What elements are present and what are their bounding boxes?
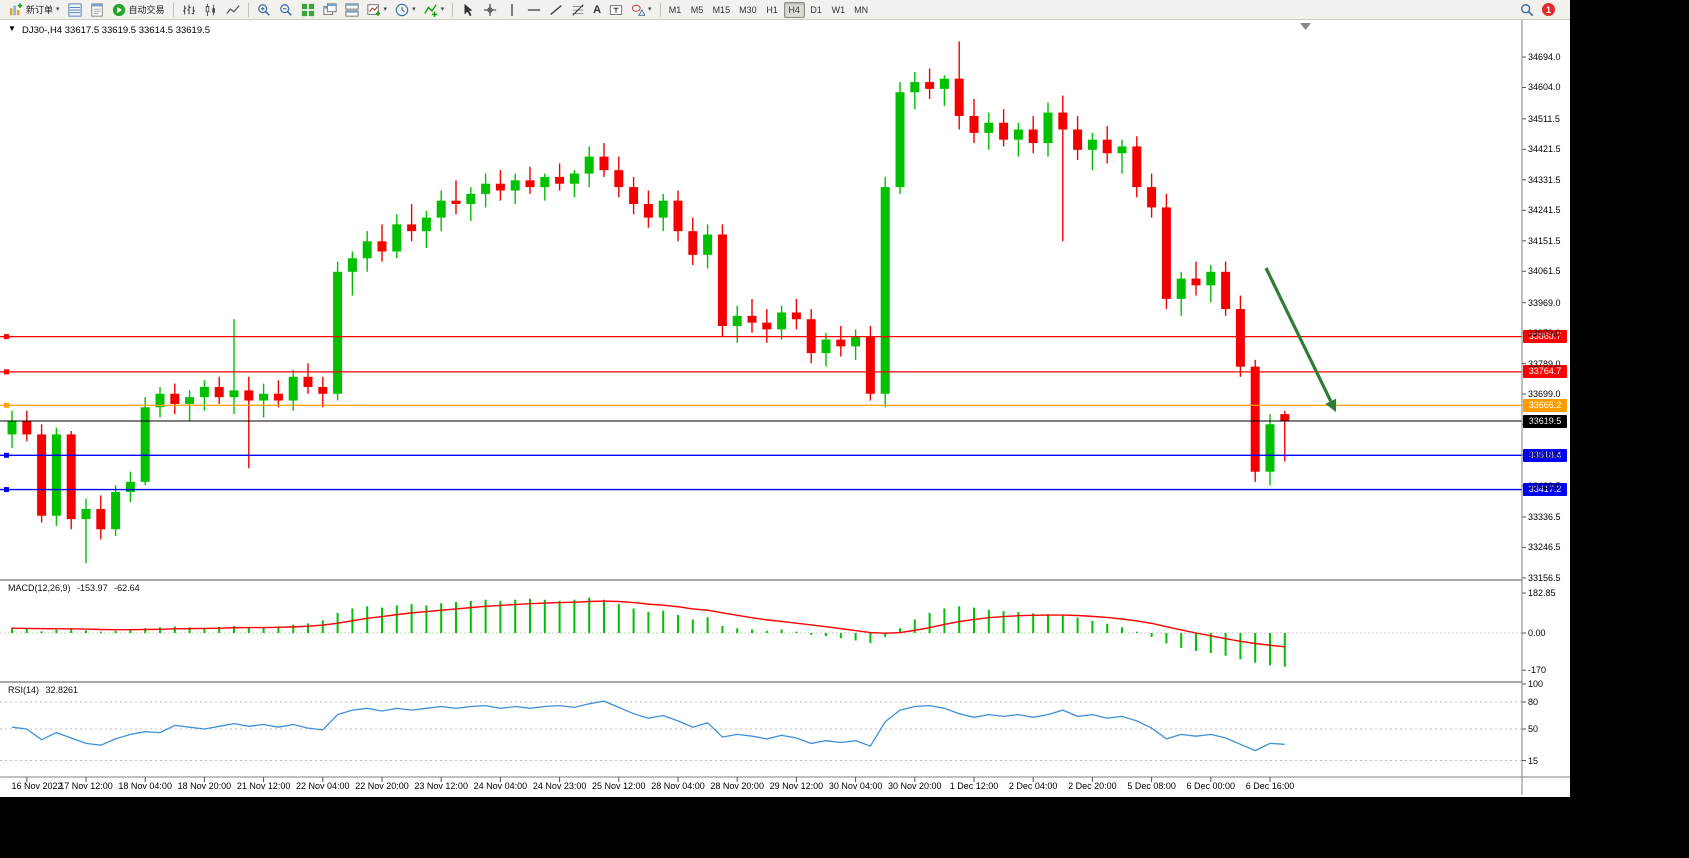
timeframe-button-m30[interactable]: M30 bbox=[739, 4, 757, 15]
chart-period-button[interactable]: ▾ bbox=[391, 1, 420, 19]
arrange-windows-icon bbox=[344, 2, 359, 17]
market-watch-icon bbox=[67, 2, 82, 17]
zoom-in-icon bbox=[257, 3, 270, 16]
new-order-label: 新订单 bbox=[26, 5, 54, 15]
fibonacci-icon bbox=[572, 3, 584, 16]
chart-plot-area[interactable] bbox=[0, 20, 1522, 579]
zoom-out-icon bbox=[279, 3, 292, 16]
macd-pane[interactable] bbox=[0, 583, 1522, 680]
timeframe-button-m5[interactable]: M5 bbox=[690, 4, 704, 15]
timeframe-toolbar: M1 M5 M15 M30 H1 H4 D1 W1 MN bbox=[665, 1, 873, 18]
auto-trading-button[interactable]: 自动交易 bbox=[108, 1, 169, 19]
search-icon[interactable] bbox=[1520, 3, 1534, 17]
time-axis[interactable] bbox=[0, 777, 1522, 797]
new-order-button[interactable]: 新订单 ▾ bbox=[5, 1, 64, 19]
bar-chart-button[interactable] bbox=[178, 1, 200, 19]
crosshair-button[interactable] bbox=[479, 1, 501, 19]
timeframe-button-m1[interactable]: M1 bbox=[668, 4, 682, 15]
new-chart-button[interactable]: ▾ bbox=[363, 1, 392, 19]
cascade-windows-icon bbox=[322, 2, 337, 15]
tile-windows-button[interactable] bbox=[297, 1, 319, 19]
horizontal-line-icon bbox=[527, 8, 541, 11]
vertical-line-icon bbox=[511, 3, 513, 16]
indicators-button[interactable]: ▾ bbox=[420, 1, 449, 19]
timeframe-button-h4[interactable]: H4 bbox=[783, 1, 805, 18]
notification-count: 1 bbox=[1545, 4, 1551, 15]
rsi-pane[interactable] bbox=[0, 684, 1522, 777]
candlestick-chart-button[interactable] bbox=[200, 1, 222, 19]
vertical-line-button[interactable] bbox=[501, 1, 523, 19]
toolbar-separator bbox=[172, 2, 174, 17]
notification-badge[interactable]: 1 bbox=[1542, 3, 1555, 16]
data-window-button[interactable] bbox=[86, 1, 108, 19]
new-chart-icon bbox=[366, 3, 380, 16]
chevron-down-icon: ▾ bbox=[56, 5, 60, 13]
chevron-down-icon: ▾ bbox=[648, 5, 652, 13]
data-window-icon bbox=[90, 2, 103, 17]
toolbar-separator bbox=[247, 2, 249, 17]
text-button[interactable]: A bbox=[589, 1, 605, 19]
text-label-icon bbox=[609, 4, 623, 15]
fibonacci-button[interactable] bbox=[567, 1, 589, 19]
cascade-windows-button[interactable] bbox=[319, 1, 341, 19]
trendline-icon bbox=[550, 4, 562, 15]
text-tool-icon: A bbox=[593, 3, 602, 16]
cursor-button[interactable] bbox=[457, 1, 479, 19]
chevron-down-icon: ▾ bbox=[440, 5, 445, 13]
tile-windows-icon bbox=[301, 3, 314, 16]
trendline-button[interactable] bbox=[545, 1, 567, 19]
arrange-windows-button[interactable] bbox=[341, 1, 363, 19]
price-axis[interactable] bbox=[1522, 20, 1570, 777]
text-label-button[interactable] bbox=[605, 1, 627, 19]
shapes-icon bbox=[631, 4, 646, 16]
auto-trading-icon bbox=[112, 3, 125, 16]
timeframe-button-mn[interactable]: MN bbox=[854, 4, 869, 15]
one-click-trading-toggle[interactable]: ▼ bbox=[8, 24, 16, 33]
market-watch-button[interactable] bbox=[64, 1, 86, 19]
timeframe-button-h1[interactable]: H1 bbox=[766, 4, 778, 15]
toolbar-separator bbox=[659, 2, 661, 17]
zoom-out-button[interactable] bbox=[275, 1, 297, 19]
line-chart-button[interactable] bbox=[222, 1, 244, 19]
toolbar-separator bbox=[452, 2, 454, 17]
timeframe-button-m15[interactable]: M15 bbox=[712, 4, 731, 15]
candlestick-chart-icon bbox=[205, 3, 215, 16]
crosshair-icon bbox=[483, 3, 497, 16]
clock-icon bbox=[395, 3, 409, 16]
toolbar-right-group: 1 bbox=[1520, 3, 1555, 17]
chevron-down-icon: ▾ bbox=[383, 5, 388, 13]
cursor-icon bbox=[464, 3, 473, 16]
timeframe-button-d1[interactable]: D1 bbox=[810, 4, 822, 15]
shapes-button[interactable]: ▾ bbox=[627, 1, 656, 19]
trading-platform-window: 新订单 ▾ 自动交易 bbox=[0, 0, 1570, 797]
horizontal-line-button[interactable] bbox=[523, 1, 545, 19]
new-order-icon bbox=[9, 2, 23, 15]
toolbar: 新订单 ▾ 自动交易 bbox=[0, 0, 1570, 20]
auto-trading-label: 自动交易 bbox=[128, 5, 165, 15]
zoom-in-button[interactable] bbox=[253, 1, 275, 19]
chevron-down-icon: ▾ bbox=[412, 5, 416, 13]
indicators-icon bbox=[423, 3, 437, 17]
bar-chart-icon bbox=[182, 4, 195, 14]
line-chart-icon bbox=[225, 4, 240, 14]
timeframe-button-w1[interactable]: W1 bbox=[831, 4, 846, 15]
